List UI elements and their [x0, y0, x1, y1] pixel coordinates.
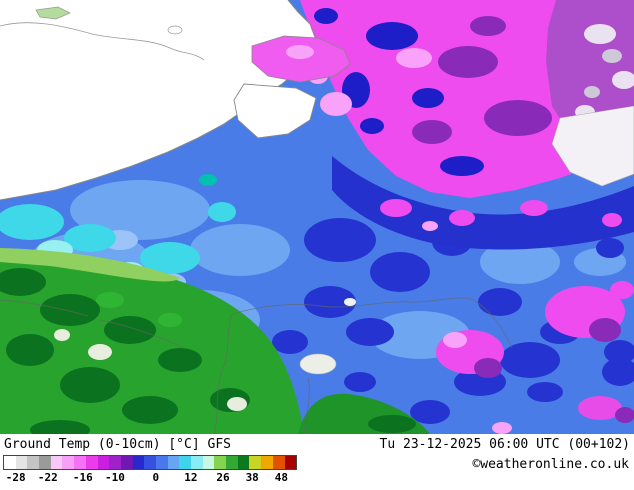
map-title: Ground Temp (0-10cm) [°C] GFS: [4, 437, 231, 452]
colorbar-tick-label: -16: [72, 471, 93, 484]
colorbar-cell: [97, 456, 110, 469]
colorbar-cell: [120, 456, 133, 469]
central-blue-zone: [0, 3, 634, 424]
colorbar-cell: [272, 456, 285, 469]
colorbar-cell: [62, 456, 75, 469]
colorbar-cell: [179, 456, 191, 469]
map-datetime: Tu 23-12-2025 06:00 UTC (00+102): [379, 437, 630, 452]
temperature-colorbar: [3, 455, 297, 470]
colorbar-cell: [74, 456, 86, 469]
no-data-gray-patch: [551, 105, 634, 187]
colorbar-tick-label: 0: [152, 471, 160, 484]
warm-green-zone: [0, 248, 430, 434]
colorbar-cell: [85, 456, 98, 469]
colorbar-cell: [249, 456, 262, 469]
colorbar-cell: [202, 456, 215, 469]
footer-caption-row: Ground Temp (0-10cm) [°C] GFS Tu 23-12-2…: [4, 437, 630, 452]
colorbar-cell: [284, 456, 297, 469]
colorbar-cell: [167, 456, 180, 469]
colorbar-tick-label: -10: [105, 471, 125, 484]
colorbar-cell: [144, 456, 156, 469]
colorbar-cell: [132, 456, 145, 469]
colorbar-tick-label: 26: [216, 471, 230, 484]
colorbar-cell: [155, 456, 168, 469]
map-footer: Ground Temp (0-10cm) [°C] GFS Tu 23-12-2…: [0, 434, 634, 490]
colorbar-cell: [4, 456, 16, 469]
colorbar-cell: [15, 456, 28, 469]
colorbar-cell: [50, 456, 63, 469]
southeast-cold-patches: [436, 281, 634, 434]
colorbar-cell: [261, 456, 273, 469]
peninsula-and-gulf: [233, 35, 351, 139]
colorbar-cell: [39, 456, 51, 469]
colorbar-tick-label: 12: [184, 471, 198, 484]
colorbar-tick-row: -28 -22 -16 -10 0 12 26 38 48: [4, 471, 296, 487]
white-sea-gulf: [233, 83, 317, 139]
sea-region: [0, 0, 317, 201]
colorbar-cell: [214, 456, 227, 469]
lakes: [299, 298, 356, 375]
colorbar-tick-label: -28: [5, 471, 26, 484]
colorbar-tick-label: 38: [245, 471, 259, 484]
colorbar-cell: [237, 456, 250, 469]
colorbar-cell: [191, 456, 203, 469]
colorbar-tick-label: 48: [274, 471, 289, 484]
coastal-island-green: [35, 6, 71, 20]
colorbar-cell: [109, 456, 121, 469]
colorbar-cell: [27, 456, 40, 469]
cold-peninsula: [251, 35, 351, 83]
colorbar-tick-label: -22: [37, 471, 58, 484]
country-borders: [0, 297, 513, 434]
temperature-map: [0, 0, 634, 434]
copyright-text: ©weatheronline.co.uk: [472, 457, 629, 472]
colorbar-cell: [226, 456, 238, 469]
